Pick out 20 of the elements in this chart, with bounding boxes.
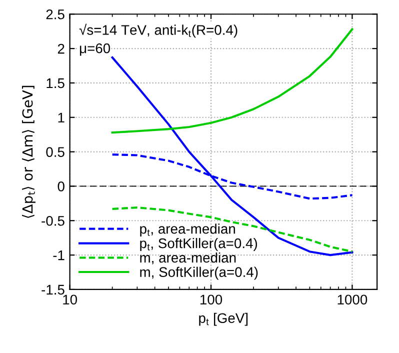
y-tick-label: -1.5 — [42, 284, 64, 295]
annotation: √s=14 TeV, anti-k$_{t}$(R=0.4) — [79, 24, 238, 38]
x-axis-title: p$_{t}$ [GeV] — [199, 312, 248, 326]
y-tick-label: 0 — [58, 182, 64, 192]
y-axis-title: ⟨Δp$_{t}$⟩ or ⟨Δm⟩ [GeV] — [22, 86, 36, 218]
legend-label: p$_{t}$, area-median — [140, 224, 235, 237]
x-tick-label: 1000 — [338, 294, 368, 305]
x-tick-label: 10 — [63, 294, 78, 305]
legend-label: m, SoftKiller(a=0.4) — [140, 266, 258, 280]
y-tick-label: 1 — [58, 112, 64, 122]
y-tick-label: 0.5 — [46, 147, 64, 157]
y-tick-label: -1 — [53, 250, 64, 260]
x-tick-label: 100 — [200, 294, 222, 305]
y-tick-label: 2.5 — [46, 9, 64, 20]
legend-label: m, area-median — [140, 252, 236, 264]
legend-label: p$_{t}$, SoftKiller(a=0.4) — [140, 238, 258, 251]
y-tick-label: 2 — [58, 44, 64, 54]
y-tick-label: -0.5 — [42, 216, 64, 226]
y-tick-label: 1.5 — [46, 78, 64, 88]
annotation: μ=60 — [80, 43, 110, 56]
